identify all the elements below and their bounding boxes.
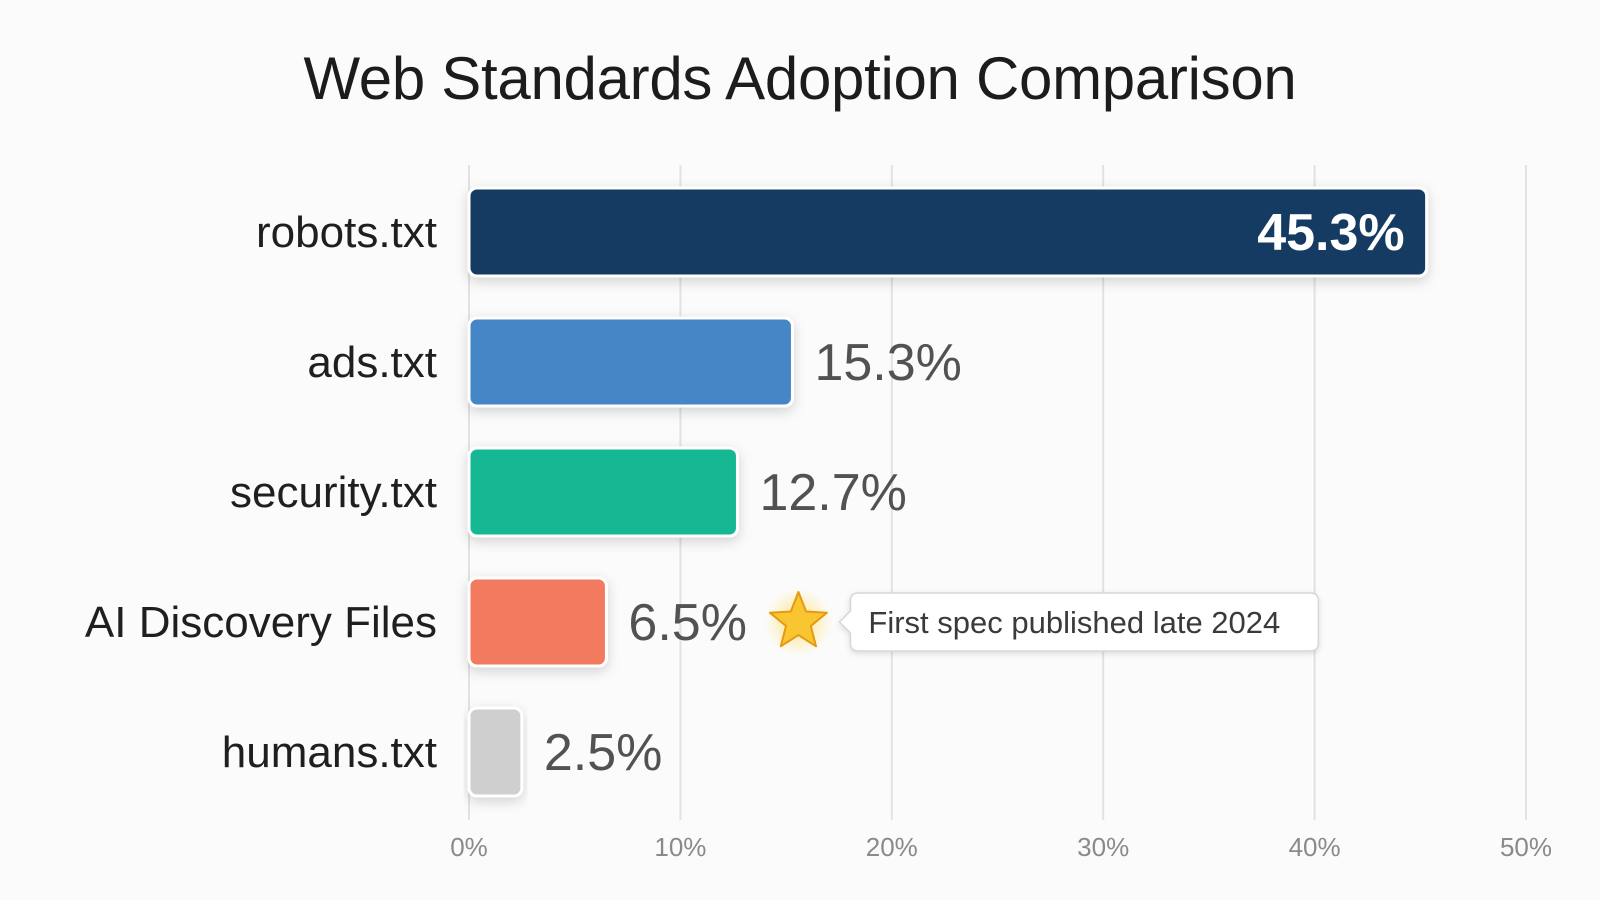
- category-label: humans.txt: [222, 728, 437, 777]
- data-label: 6.5%: [628, 594, 747, 652]
- x-axis-ticks: 0% 10% 20% 30% 40% 50%: [450, 832, 1552, 862]
- x-tick-label: 20%: [866, 832, 918, 862]
- callout-box: [838, 592, 1320, 652]
- bar: [467, 446, 739, 538]
- bar: [467, 186, 1429, 278]
- x-tick-label: 0%: [450, 832, 488, 862]
- annotation-callout: First spec published late 2024: [838, 592, 1320, 652]
- data-label: 2.5%: [544, 724, 663, 782]
- annotation: First spec published late 2024: [764, 588, 1320, 656]
- x-tick-label: 50%: [1500, 832, 1552, 862]
- bars: [467, 186, 1429, 798]
- labels: robots.txt 45.3% ads.txt 15.3% security.txt 1…: [85, 204, 1405, 782]
- bar: [467, 706, 524, 798]
- star-icon: [764, 588, 833, 656]
- x-tick-label: 40%: [1289, 832, 1341, 862]
- x-tick-label: 30%: [1077, 832, 1129, 862]
- data-label: 15.3%: [814, 334, 961, 392]
- category-label: AI Discovery Files: [85, 598, 437, 647]
- bar: [467, 576, 608, 668]
- x-tick-label: 10%: [654, 832, 706, 862]
- annotation-text: First spec published late 2024: [868, 605, 1280, 640]
- category-label: robots.txt: [256, 208, 437, 257]
- category-label: ads.txt: [307, 338, 437, 387]
- data-label: 45.3%: [1257, 204, 1404, 262]
- bar: [467, 316, 794, 408]
- data-label: 12.7%: [759, 464, 906, 522]
- category-label: security.txt: [230, 468, 437, 517]
- chart-title: Web Standards Adoption Comparison: [303, 45, 1297, 112]
